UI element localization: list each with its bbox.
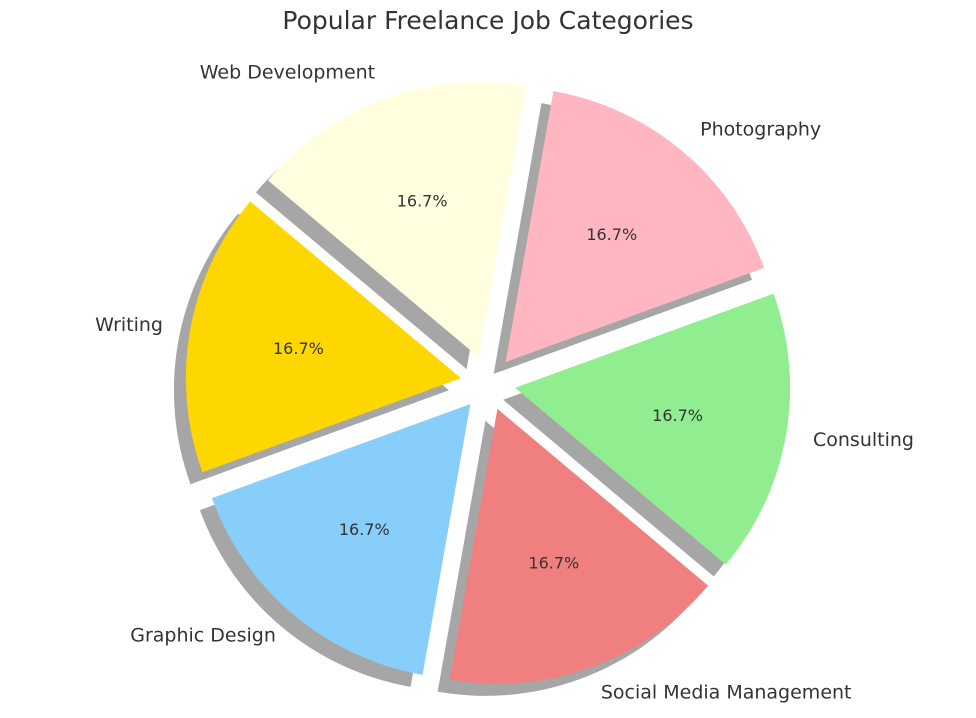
slice-label: Web Development xyxy=(200,61,375,83)
pie-slice xyxy=(505,91,765,362)
value-label: 16.7% xyxy=(397,192,448,211)
value-label: 16.7% xyxy=(339,520,390,539)
value-label: 16.7% xyxy=(528,553,579,572)
pie-slice xyxy=(515,293,791,565)
slice-label: Writing xyxy=(95,314,163,336)
slice-label: Graphic Design xyxy=(130,624,276,646)
value-label: 16.7% xyxy=(652,406,703,425)
slice-label: Social Media Management xyxy=(601,682,852,704)
pie-slice xyxy=(449,408,709,684)
slice-label: Consulting xyxy=(813,429,914,451)
pie-slice xyxy=(267,82,527,358)
value-label: 16.7% xyxy=(273,339,324,358)
pie-slice xyxy=(211,404,471,675)
slice-label: Photography xyxy=(700,119,821,141)
value-label: 16.7% xyxy=(586,225,637,244)
chart-title: Popular Freelance Job Categories xyxy=(282,6,693,35)
pie-slice xyxy=(185,201,461,473)
